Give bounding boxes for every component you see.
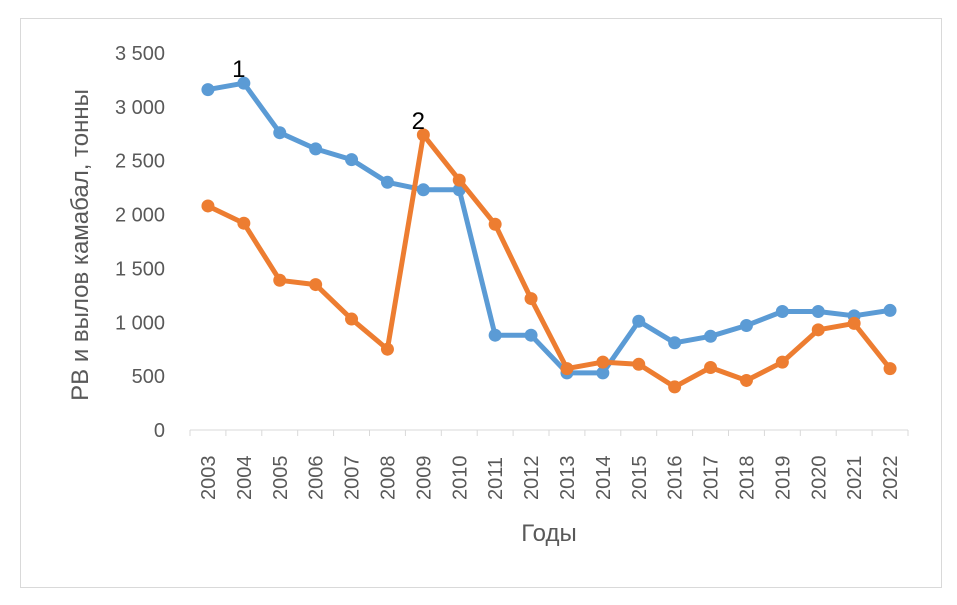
data-point bbox=[775, 355, 789, 369]
y-tick-label: 1 000 bbox=[115, 312, 165, 334]
data-point bbox=[847, 316, 861, 330]
data-point bbox=[237, 76, 251, 90]
x-tick-label: 2006 bbox=[306, 456, 328, 501]
y-tick-label: 3 000 bbox=[115, 97, 165, 119]
data-point bbox=[416, 183, 430, 197]
annotations-layer: 12 bbox=[232, 56, 425, 135]
y-tick-label: 2 000 bbox=[115, 205, 165, 227]
y-tick-label: 500 bbox=[132, 366, 165, 388]
data-point bbox=[739, 319, 753, 333]
data-point bbox=[883, 362, 897, 376]
series-line bbox=[205, 132, 893, 390]
data-point bbox=[201, 83, 215, 97]
data-point bbox=[380, 175, 394, 189]
data-point bbox=[811, 305, 825, 319]
data-point bbox=[704, 361, 718, 375]
y-tick-label: 0 bbox=[154, 420, 165, 442]
x-tick-label: 2022 bbox=[880, 456, 902, 501]
series-2 bbox=[201, 128, 897, 394]
data-point bbox=[237, 216, 251, 230]
data-point bbox=[739, 373, 753, 387]
annotation-label: 1 bbox=[232, 56, 245, 83]
x-tick-label: 2010 bbox=[449, 456, 471, 501]
data-point bbox=[524, 292, 538, 306]
x-tick-label: 2018 bbox=[736, 456, 758, 501]
data-point bbox=[309, 142, 323, 156]
y-axis-title: РВ и вылов камабал, тонны bbox=[67, 89, 94, 401]
data-point bbox=[201, 199, 215, 213]
data-point bbox=[345, 153, 359, 167]
data-point bbox=[273, 126, 287, 140]
x-tick-label: 2012 bbox=[521, 456, 543, 501]
x-axis-title: Годы bbox=[521, 520, 576, 547]
data-point bbox=[883, 303, 897, 317]
data-point bbox=[380, 342, 394, 356]
data-point bbox=[488, 328, 502, 342]
chart-frame bbox=[20, 18, 942, 588]
x-tick-label: 2020 bbox=[808, 456, 830, 501]
data-point bbox=[596, 355, 610, 369]
data-point bbox=[632, 357, 646, 371]
data-point bbox=[775, 305, 789, 319]
x-tick-label: 2007 bbox=[342, 456, 364, 501]
y-tick-label: 1 500 bbox=[115, 258, 165, 280]
x-tick-label: 2003 bbox=[198, 456, 220, 501]
data-point bbox=[668, 380, 682, 394]
series-layer bbox=[201, 76, 897, 394]
data-point bbox=[560, 362, 574, 376]
annotation-label: 2 bbox=[412, 108, 425, 135]
y-tick-label: 2 500 bbox=[115, 151, 165, 173]
data-point bbox=[668, 336, 682, 350]
data-point bbox=[273, 273, 287, 287]
data-point bbox=[632, 314, 646, 328]
x-tick-label: 2009 bbox=[413, 456, 435, 501]
x-tick-label: 2017 bbox=[701, 456, 723, 501]
x-tick-label: 2019 bbox=[772, 456, 794, 501]
data-point bbox=[704, 329, 718, 343]
data-point bbox=[345, 312, 359, 326]
x-tick-label: 2011 bbox=[485, 457, 507, 500]
data-point bbox=[452, 173, 466, 187]
x-tick-label: 2021 bbox=[844, 456, 866, 501]
x-tick-label: 2016 bbox=[665, 456, 687, 501]
x-tick-label: 2008 bbox=[377, 456, 399, 501]
y-axis-ticks: 0 500 1 000 1 500 2 000 2 500 3 000 3 500 bbox=[115, 43, 165, 442]
data-point bbox=[309, 278, 323, 292]
data-point bbox=[811, 323, 825, 337]
y-tick-label: 3 500 bbox=[115, 43, 165, 65]
x-tick-label: 2004 bbox=[234, 456, 256, 501]
x-axis-ticks: 2003 2004 2005 2006 2007 2008 2009 2010 2011 2012… bbox=[189, 430, 909, 501]
x-tick-label: 2013 bbox=[557, 456, 579, 501]
x-tick-label: 2015 bbox=[629, 456, 651, 501]
data-point bbox=[596, 366, 610, 380]
x-tick-label: 2005 bbox=[270, 456, 292, 501]
data-point bbox=[416, 128, 430, 142]
x-tick-label: 2014 bbox=[593, 456, 615, 501]
data-point bbox=[488, 217, 502, 231]
data-point bbox=[524, 328, 538, 342]
